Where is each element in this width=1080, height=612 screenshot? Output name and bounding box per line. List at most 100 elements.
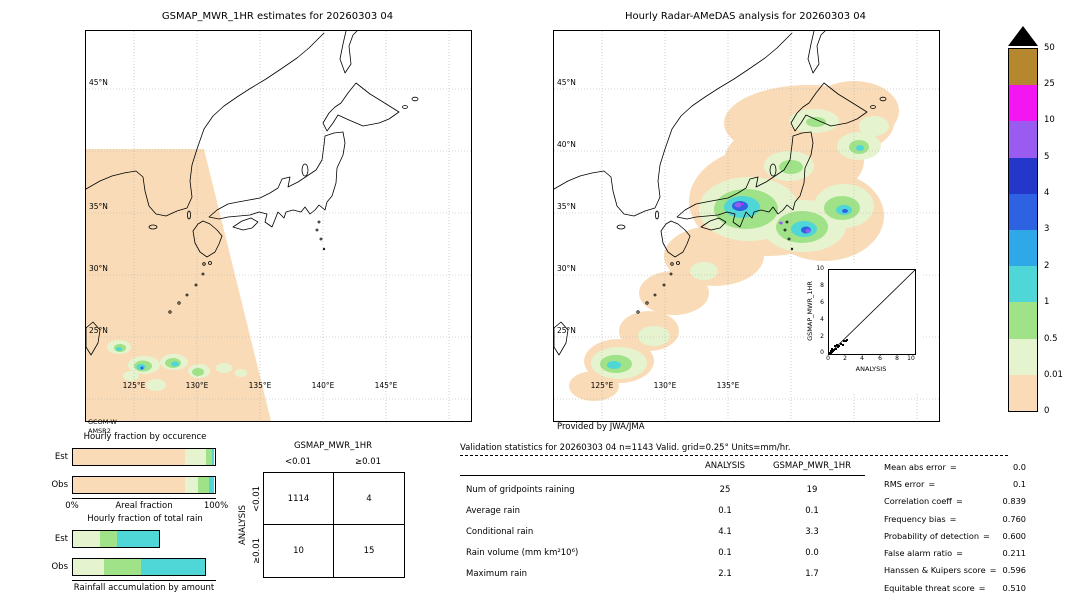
x-tick: 8 [895,355,899,362]
x-tick: 6 [878,355,882,362]
lat-tick-label: 40°N [557,140,576,149]
left-map-panel: 45°N 35°N 30°N 25°N 125°E 130°E 135°E 14… [85,30,472,422]
occurrence-chart-title: Hourly fraction by occurence [83,432,207,442]
lat-tick-label: 25°N [89,326,108,335]
contingency-row-group: ANALYSIS [238,504,248,546]
lon-tick-label: 125°E [122,381,146,390]
stat-gsmap-value: 0.0 [805,548,819,558]
data-provider-credit: Provided by JWA/JMA [557,422,645,432]
equals-sign: = [955,496,963,507]
totalrain-axis [72,580,216,581]
stat-analysis-value: 0.1 [718,506,732,516]
metric-row: Correlation coeff = 0.839 [884,493,1026,510]
stat-row-label: Num of gridpoints raining [466,485,575,495]
table-col-header: GSMAP_MWR_1HR [772,461,852,471]
occurrence-axis [72,498,216,499]
metric-row: False alarm ratio = 0.211 [884,544,1026,561]
metric-row: Equitable threat score = 0.510 [884,579,1026,596]
colorbar-label: 3 [1044,224,1050,234]
category-label-est: Est [54,452,68,462]
occurrence-bar-obs [72,476,216,494]
x-tick: 2 [843,355,847,362]
rain-light-contours [107,340,247,391]
contingency-row-label: <0.01 [252,485,262,513]
source-line: GCOM-W [88,418,117,426]
metric-label: Frequency bias [884,513,946,524]
lon-tick-label: 130°E [185,381,209,390]
metric-label: RMS error [884,478,925,489]
x-tick: 4 [860,355,864,362]
y-tick: 2 [820,333,824,340]
colorbar-label: 1 [1044,297,1050,307]
y-tick: 6 [820,299,824,306]
stat-analysis-value: 25 [719,485,731,495]
colorbar-label: 0.5 [1044,334,1058,344]
lon-tick-label: 140°E [311,381,335,390]
stat-gsmap-value: 3.3 [805,527,819,537]
stat-row-label: Maximum rain [466,569,528,579]
occurrence-bar-est [72,448,216,466]
metric-label: Mean abs error [884,461,946,472]
contingency-cell: 1114 [264,473,334,525]
category-label-est: Est [54,534,68,544]
colorbar-label: 50 [1044,43,1055,53]
stat-analysis-value: 2.1 [718,569,732,579]
colorbar-label: 5 [1044,152,1050,162]
totalrain-bar-obs [72,558,216,576]
axis-max-label: 100% [203,501,229,511]
metric-value: 0.600 [1002,530,1026,541]
contingency-cell: 4 [334,473,404,525]
source-line: AMSR2 [88,426,111,435]
equals-sign: = [949,513,957,524]
lat-tick-label: 30°N [557,264,576,273]
inset-x-axis-label: ANALYSIS [855,365,887,373]
stat-analysis-value: 4.1 [718,527,732,537]
lat-tick-label: 45°N [557,78,576,87]
metric-row: RMS error = 0.1 [884,475,1026,492]
rain-core-dot [140,366,144,370]
metric-row: Frequency bias = 0.760 [884,510,1026,527]
metric-value: 0.0 [1012,461,1026,472]
y-tick: 8 [820,282,824,289]
colorbar-label: 4 [1044,188,1050,198]
metric-row: Hanssen & Kuipers score = 0.596 [884,562,1026,579]
left-map-title: GSMAP_MWR_1HR estimates for 20260303 04 [161,11,394,22]
equals-sign: = [978,582,986,593]
lat-tick-label: 35°N [557,202,576,211]
metric-label: False alarm ratio [884,548,953,559]
y-tick: 4 [820,316,824,323]
lon-tick-label: 135°E [716,381,740,390]
table-col-header: ANALYSIS [704,461,746,471]
lon-tick-label: 130°E [653,381,677,390]
lat-tick-label: 35°N [89,202,108,211]
lat-tick-label: 30°N [89,264,108,273]
stat-row-label: Conditional rain [466,527,534,537]
metric-value: 0.211 [1002,548,1026,559]
colorbar-label: 10 [1044,115,1055,125]
inset-y-axis-label: GSMAP_MWR_1HR [806,281,814,341]
left-map-canvas [86,31,471,421]
satellite-swath-region [86,149,271,421]
equals-sign: = [956,548,964,559]
stat-row-label: Average rain [466,506,521,516]
contingency-grid: 1114 4 10 15 [263,472,405,578]
x-tick: 0 [826,355,830,362]
contingency-cell: 15 [363,546,375,556]
metric-value: 0.510 [1002,582,1026,593]
sensor-source-note: GCOM-W AMSR2 [88,418,117,435]
colorbar-label: 0.01 [1044,370,1063,380]
contingency-row-label: ≥0.01 [252,537,262,565]
contingency-cell: 10 [264,525,334,577]
contingency-col-label: <0.01 [284,457,312,467]
metric-row: Mean abs error = 0.0 [884,458,1026,475]
metric-label: Probability of detection [884,530,980,541]
metric-row: Probability of detection = 0.600 [884,527,1026,544]
y-tick: 10 [816,265,824,272]
right-map-canvas [554,31,939,421]
validation-title: Validation statistics for 20260303 04 n=… [460,443,791,453]
rain-peak-dot [742,203,744,205]
colorbar-label: 0 [1044,406,1050,416]
lat-tick-label: 45°N [89,78,108,87]
precipitation-colorbar [1008,48,1038,412]
